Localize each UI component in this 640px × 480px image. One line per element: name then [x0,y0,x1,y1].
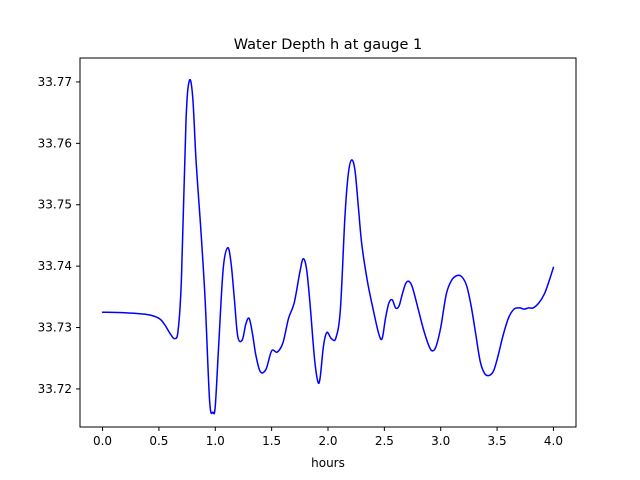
x-tick-label: 3.0 [431,434,450,448]
y-tick-label: 33.74 [38,259,72,273]
x-tick-label: 1.0 [206,434,225,448]
y-tick-label: 33.76 [38,136,72,150]
x-tick-label: 1.5 [262,434,281,448]
x-tick-label: 2.0 [318,434,337,448]
x-tick-label: 4.0 [544,434,563,448]
x-tick-label: 0.5 [149,434,168,448]
y-tick-label: 33.77 [38,75,72,89]
x-axis-label: hours [311,456,345,470]
x-tick-label: 0.0 [93,434,112,448]
x-tick-label: 3.5 [488,434,507,448]
x-tick-label: 2.5 [375,434,394,448]
y-tick-label: 33.73 [38,321,72,335]
chart-title: Water Depth h at gauge 1 [234,37,422,53]
series-line-0 [101,78,555,415]
y-tick-label: 33.75 [38,198,72,212]
y-tick-label: 33.72 [38,382,72,396]
